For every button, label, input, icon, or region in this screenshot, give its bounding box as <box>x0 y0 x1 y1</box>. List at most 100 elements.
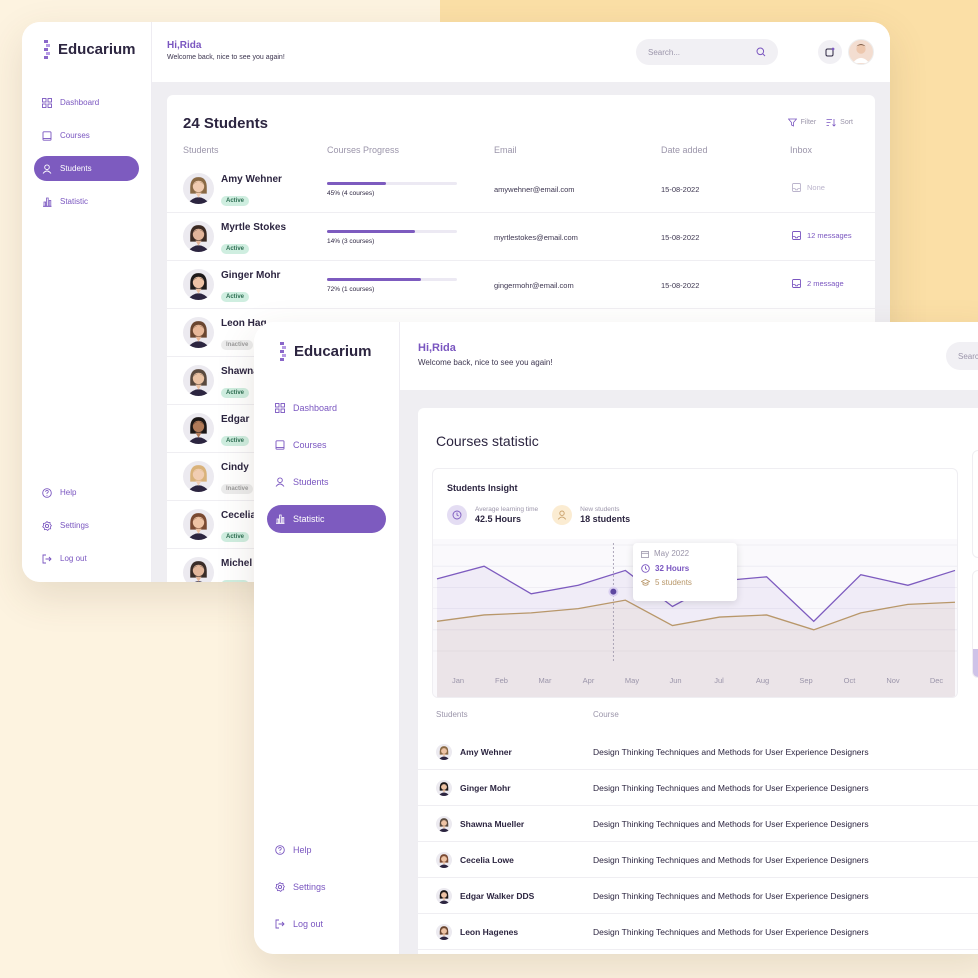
column-header[interactable]: Email <box>494 145 517 155</box>
avatar <box>436 744 452 760</box>
sidebar-item-settings[interactable]: Settings <box>267 873 386 901</box>
sort-button[interactable]: Sort <box>826 118 853 127</box>
student-name[interactable]: Cecelia Lowe <box>460 855 514 865</box>
sidebar-item-label: Courses <box>293 440 327 450</box>
table-row[interactable]: Edgar Walker DDS Design Thinking Techniqu… <box>418 878 978 914</box>
sidebar-item-label: Statistic <box>293 514 325 524</box>
progress-bar <box>327 278 457 281</box>
greeting-title: Hi,Rida <box>418 342 456 354</box>
search-input[interactable]: Searc <box>946 342 978 370</box>
user-icon <box>552 505 573 525</box>
filter-button[interactable]: Filter <box>787 118 816 127</box>
sidebar-item-log-out[interactable]: Log out <box>34 546 139 571</box>
clock-icon <box>447 505 467 525</box>
student-name[interactable]: Leon Hagenes <box>460 927 519 937</box>
page-title: Courses statistic <box>436 433 539 449</box>
sidebar-item-log-out[interactable]: Log out <box>267 910 386 938</box>
sidebar-item-dashboard[interactable]: Dashboard <box>34 90 139 115</box>
inbox-link[interactable]: 12 messages <box>792 231 852 240</box>
sidebar-item-statistic[interactable]: Statistic <box>267 505 386 533</box>
table-row[interactable]: Ginger Mohr Design Thinking Techniques an… <box>418 770 978 806</box>
x-tick-label: Aug <box>756 676 769 685</box>
column-header[interactable]: Courses Progress <box>327 145 400 155</box>
sidebar-item-label: Statistic <box>60 197 89 206</box>
course-title[interactable]: Design Thinking Techniques and Methods f… <box>593 783 869 793</box>
sidebar: Educarium Dashboard Courses Students Statis… <box>254 322 400 954</box>
avatar <box>183 461 214 492</box>
column-header[interactable]: Inbox <box>790 145 813 155</box>
brand-logo[interactable]: Educarium <box>44 40 136 59</box>
progress-label: 72% (1 courses) <box>327 286 375 293</box>
sidebar: Educarium Dashboard Courses Students Statis… <box>22 22 152 582</box>
student-name[interactable]: Ginger Mohr <box>221 270 281 281</box>
avatar <box>183 365 214 396</box>
student-name[interactable]: Edgar <box>221 414 250 425</box>
table-row[interactable]: Shawna Mueller Design Thinking Techniques… <box>418 806 978 842</box>
inbox-link[interactable]: 2 message <box>792 279 844 288</box>
table-row[interactable]: Leon Hagenes Design Thinking Techniques a… <box>418 914 978 950</box>
sidebar-item-students[interactable]: Students <box>267 468 386 496</box>
grid-icon <box>42 97 52 108</box>
filter-icon <box>787 118 797 127</box>
inbox-icon <box>792 183 801 192</box>
student-name[interactable]: Shawna Mueller <box>460 819 525 829</box>
notification-button[interactable] <box>818 40 842 64</box>
highlight-point[interactable] <box>608 586 619 597</box>
course-title[interactable]: Design Thinking Techniques and Methods f… <box>593 927 869 937</box>
settings-icon <box>275 882 285 892</box>
course-title[interactable]: Design Thinking Techniques and Methods f… <box>593 819 869 829</box>
logout-icon <box>42 554 52 564</box>
course-title[interactable]: Design Thinking Techniques and Methods f… <box>593 855 869 865</box>
sidebar-item-statistic[interactable]: Statistic <box>34 189 139 214</box>
student-name[interactable]: Shawna <box>221 366 259 377</box>
student-email[interactable]: amywehner@email.com <box>494 185 575 194</box>
brand-logo[interactable]: Educarium <box>280 342 372 361</box>
student-name[interactable]: Amy Wehner <box>460 747 512 757</box>
student-name[interactable]: Cindy <box>221 462 249 473</box>
table-row[interactable]: Cecelia Lowe Design Thinking Techniques a… <box>418 842 978 878</box>
table-row[interactable]: Ginger Mohr Active 72% (1 courses) gingermo… <box>167 261 875 309</box>
kpi-value: 18 students <box>580 514 631 524</box>
series-area <box>437 600 955 697</box>
column-header[interactable]: Date added <box>661 145 708 155</box>
x-tick-label: Dec <box>930 676 944 685</box>
column-header[interactable]: Students <box>436 710 468 719</box>
chart-icon <box>42 197 52 207</box>
sidebar-item-students[interactable]: Students <box>34 156 139 181</box>
sidebar-item-help[interactable]: Help <box>34 480 139 505</box>
table-row[interactable]: Michel Active <box>167 549 875 582</box>
inbox-icon <box>792 231 801 240</box>
search-input[interactable]: Search... <box>636 39 778 65</box>
student-name[interactable]: Michel <box>221 558 253 569</box>
inbox-link[interactable]: None <box>792 183 825 192</box>
table-row[interactable]: Amy Wehner Design Thinking Techniques and… <box>418 734 978 770</box>
sidebar-item-help[interactable]: Help <box>267 836 386 864</box>
student-name[interactable]: Leon Hag <box>221 318 267 329</box>
date-added: 15-08-2022 <box>661 281 700 290</box>
column-header[interactable]: Students <box>183 145 219 155</box>
column-header[interactable]: Course <box>593 710 619 719</box>
student-email[interactable]: gingermohr@email.com <box>494 281 574 290</box>
sidebar-item-courses[interactable]: Courses <box>267 431 386 459</box>
sort-icon <box>826 119 836 127</box>
student-name[interactable]: Cecelia <box>221 510 257 521</box>
sidebar-item-courses[interactable]: Courses <box>34 123 139 148</box>
course-title[interactable]: Design Thinking Techniques and Methods f… <box>593 747 869 757</box>
table-row[interactable]: Amy Wehner Active 45% (4 courses) amywehner… <box>167 165 875 213</box>
page-title: 24 Students <box>183 115 269 132</box>
course-title[interactable]: Design Thinking Techniques and Methods f… <box>593 891 869 901</box>
student-name[interactable]: Amy Wehner <box>221 174 282 185</box>
x-tick-label: May <box>625 676 639 685</box>
avatar[interactable] <box>848 39 874 65</box>
student-name[interactable]: Myrtle Stokes <box>221 222 287 233</box>
sidebar-item-dashboard[interactable]: Dashboard <box>267 394 386 422</box>
table-row[interactable]: Myrtle Stokes Active 14% (3 courses) myrtle… <box>167 213 875 261</box>
student-name[interactable]: Ginger Mohr <box>460 783 511 793</box>
tooltip-students: 5 students <box>655 578 692 587</box>
student-email[interactable]: myrtlestokes@email.com <box>494 233 578 242</box>
chart-icon <box>275 514 285 524</box>
student-name[interactable]: Edgar Walker DDS <box>460 891 535 901</box>
avatar <box>183 557 214 582</box>
logo-mark-icon <box>44 40 50 59</box>
sidebar-item-settings[interactable]: Settings <box>34 513 139 538</box>
